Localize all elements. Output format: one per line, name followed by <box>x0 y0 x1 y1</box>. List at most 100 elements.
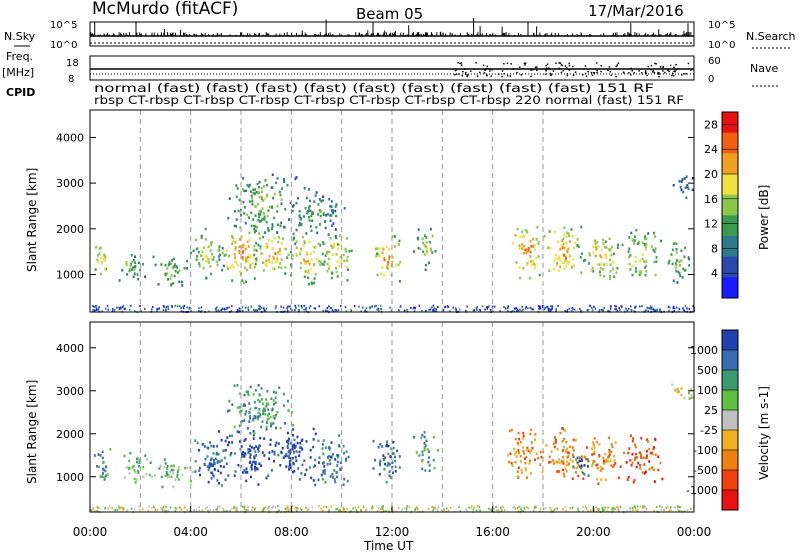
data-cell <box>262 235 265 239</box>
data-cell <box>130 268 133 271</box>
data-cell <box>391 452 394 455</box>
data-cell <box>525 455 528 459</box>
data-cell <box>670 253 673 256</box>
nave-dot <box>454 73 456 76</box>
data-cell <box>385 480 388 484</box>
data-cell <box>681 276 684 279</box>
data-cell <box>294 242 297 246</box>
nave-dot <box>658 73 660 75</box>
data-cell <box>321 447 324 450</box>
ground-scatter-cell <box>265 307 268 310</box>
data-cell <box>221 251 224 255</box>
data-cell <box>686 185 689 188</box>
data-cell <box>583 464 586 467</box>
data-cell <box>588 262 591 265</box>
ground-scatter-cell <box>95 307 98 310</box>
ground-scatter-cell <box>443 508 445 510</box>
data-cell <box>537 240 540 244</box>
ground-scatter-cell <box>673 307 676 310</box>
ground-scatter-cell <box>627 307 630 310</box>
data-cell <box>335 253 338 256</box>
data-cell <box>610 253 613 257</box>
ground-scatter-cell <box>631 507 634 510</box>
data-cell <box>690 394 693 397</box>
data-cell <box>308 209 311 212</box>
data-cell <box>278 247 281 251</box>
nave-dot <box>544 73 547 76</box>
nave-dot <box>555 62 557 64</box>
data-cell <box>608 450 611 453</box>
data-cell <box>628 262 631 266</box>
data-cell <box>675 269 678 273</box>
data-cell <box>309 199 311 203</box>
data-cell <box>280 258 283 261</box>
data-cell <box>385 444 388 448</box>
data-cell <box>600 255 603 259</box>
data-cell <box>252 430 255 433</box>
data-cell <box>128 459 131 463</box>
data-cell <box>226 443 229 447</box>
ground-scatter-cell <box>151 308 153 311</box>
colorbar-segment <box>722 277 738 299</box>
data-cell <box>279 262 282 265</box>
data-cell <box>285 465 288 468</box>
data-cell <box>194 460 197 463</box>
ground-scatter-cell <box>326 310 329 313</box>
data-cell <box>262 412 265 416</box>
data-cell <box>249 385 252 389</box>
data-cell <box>427 450 430 453</box>
data-cell <box>235 184 238 187</box>
data-cell <box>525 251 528 255</box>
data-cell <box>268 457 270 461</box>
data-cell <box>532 237 535 241</box>
data-cell <box>346 479 349 483</box>
data-cell <box>248 411 251 414</box>
data-cell <box>600 478 603 481</box>
data-cell <box>521 243 524 246</box>
data-cell <box>146 458 149 461</box>
data-cell <box>206 446 209 449</box>
data-cell <box>287 437 290 441</box>
data-cell <box>249 407 252 411</box>
data-cell <box>591 464 594 467</box>
data-cell <box>298 223 301 227</box>
ground-scatter-cell <box>126 509 129 512</box>
data-cell <box>631 439 634 443</box>
data-cell <box>137 277 140 281</box>
ground-scatter-cell <box>259 305 261 308</box>
ground-scatter-cell <box>455 308 457 311</box>
data-cell <box>550 450 553 453</box>
data-cell <box>224 478 227 481</box>
colorbar-segment <box>722 132 738 154</box>
data-cell <box>523 452 526 455</box>
ground-scatter-cell <box>397 507 400 510</box>
data-cell <box>525 468 527 472</box>
data-cell <box>596 478 599 481</box>
data-cell <box>175 265 178 268</box>
data-cell <box>289 457 292 460</box>
data-cell <box>417 228 420 231</box>
data-cell <box>298 210 301 213</box>
data-cell <box>226 264 229 268</box>
ground-scatter-cell <box>479 309 481 312</box>
data-cell <box>248 183 251 187</box>
data-cell <box>200 254 203 258</box>
colorbar-tick-label: 100 <box>697 384 718 397</box>
ground-scatter-cell <box>676 306 678 309</box>
data-cell <box>248 200 251 203</box>
data-cell <box>322 241 325 244</box>
data-cell <box>172 471 175 475</box>
data-cell <box>562 462 565 465</box>
nave-dot <box>633 72 635 74</box>
ground-scatter-cell <box>296 509 298 512</box>
nave-dot <box>490 75 492 77</box>
data-cell <box>333 245 336 249</box>
data-cell <box>256 182 259 186</box>
data-cell <box>596 240 599 244</box>
data-cell <box>242 281 245 285</box>
nave-dot <box>687 62 690 65</box>
colorbar-tick-label: 4 <box>711 267 718 280</box>
ground-scatter-cell <box>676 505 679 508</box>
data-cell <box>249 190 252 193</box>
nave-dot <box>600 65 602 67</box>
